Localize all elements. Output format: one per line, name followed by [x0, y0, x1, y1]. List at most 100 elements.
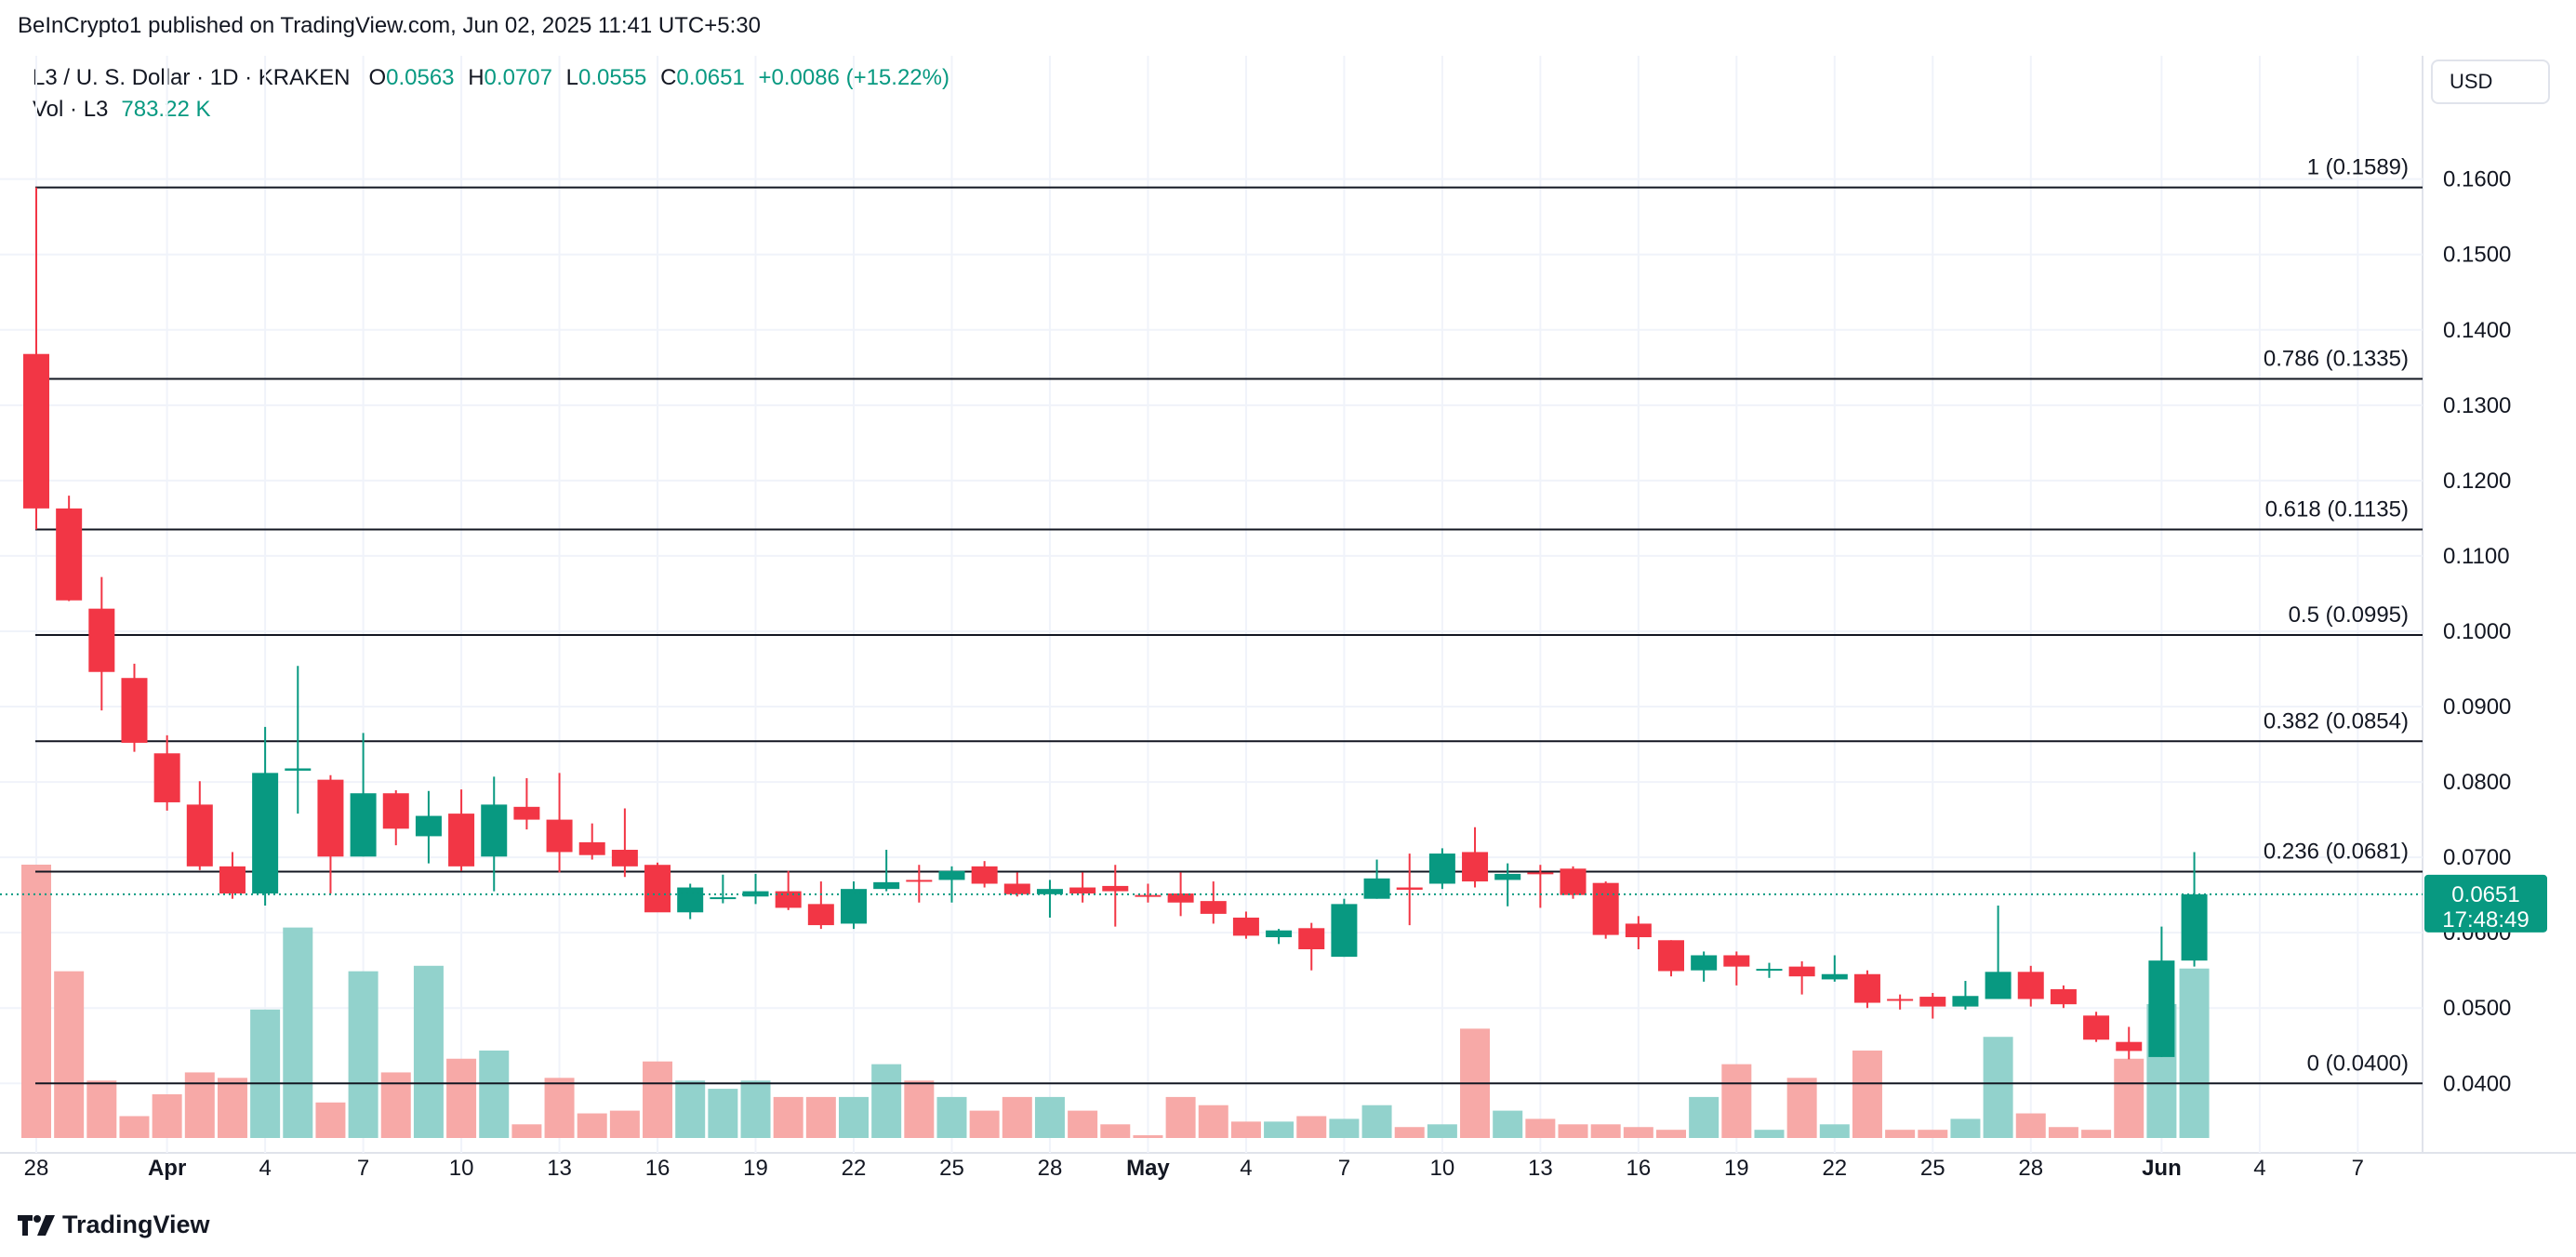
volume-bar: [936, 1096, 967, 1138]
candle-body: [1527, 872, 1554, 875]
x-tick-label: May: [1126, 1156, 1170, 1181]
open-label: O: [368, 65, 387, 90]
candle-body: [1266, 930, 1293, 938]
candle-body: [1396, 887, 1423, 890]
volume-bar: [1623, 1127, 1653, 1138]
candle-body: [1853, 973, 1880, 1003]
x-tick-label: 28: [1038, 1156, 1063, 1181]
volume-bar: [1950, 1118, 1981, 1138]
y-tick-label: 0.0400: [2443, 1071, 2511, 1096]
volume-bar: [119, 1116, 150, 1138]
volume-bar: [511, 1124, 542, 1138]
fib-label-0-786: 0.786 (0.1335): [2264, 346, 2409, 371]
volume-bar: [217, 1078, 247, 1138]
candle-body: [1560, 868, 1587, 895]
volume-bar: [544, 1078, 575, 1138]
volume-bar: [2015, 1113, 2046, 1138]
volume-bar: [380, 1072, 411, 1138]
x-tick-label: 13: [547, 1156, 572, 1181]
x-tick-label: 19: [1724, 1156, 1749, 1181]
y-tick-label: 0.1300: [2443, 393, 2511, 418]
x-tick-label: 28: [2018, 1156, 2043, 1181]
low-label: L: [565, 65, 578, 90]
x-tick-label: 4: [2253, 1156, 2265, 1181]
volume-bar: [86, 1080, 117, 1138]
candle-body: [1428, 853, 1455, 884]
volume-bar: [708, 1089, 738, 1138]
y-tick-label: 0.1500: [2443, 243, 2511, 268]
candle-body: [1069, 887, 1096, 894]
candle-body: [1592, 882, 1619, 935]
candle-body: [252, 773, 279, 894]
x-tick-label: 7: [1338, 1156, 1350, 1181]
candle-body: [186, 804, 213, 867]
candle-body: [611, 850, 638, 867]
candle-body: [1723, 955, 1750, 967]
volume-bar: [1754, 1130, 1785, 1138]
last-price-value: 0.0651: [2451, 882, 2519, 907]
close-label: C: [660, 65, 677, 90]
volume-bar: [1002, 1096, 1032, 1138]
volume-bar: [21, 865, 51, 1138]
candle-body: [807, 904, 834, 926]
volume-bar: [1100, 1124, 1131, 1138]
candle-body: [2116, 1041, 2143, 1052]
volume-bar: [1689, 1096, 1720, 1138]
candle-body: [1298, 928, 1325, 949]
candle-body: [1462, 852, 1489, 882]
high-label: H: [468, 65, 485, 90]
candle-body: [1985, 972, 2012, 999]
candle-body: [219, 866, 246, 894]
x-tick-label: Apr: [148, 1156, 186, 1181]
x-tick-label: 7: [357, 1156, 369, 1181]
x-tick-label: 22: [842, 1156, 867, 1181]
y-tick-label: 0.0700: [2443, 845, 2511, 870]
volume-bar: [969, 1110, 1000, 1138]
volume-bar: [1264, 1121, 1295, 1138]
x-tick-label: 16: [1626, 1156, 1651, 1181]
x-tick-label: 16: [645, 1156, 671, 1181]
candle-body: [1102, 885, 1129, 892]
x-tick-label: 13: [1528, 1156, 1553, 1181]
fib-label-0-382: 0.382 (0.0854): [2264, 708, 2409, 734]
candle-body: [317, 779, 344, 857]
volume-bar: [904, 1080, 935, 1138]
volume-bar: [1230, 1121, 1261, 1138]
volume-bar: [675, 1080, 706, 1138]
candle-body: [448, 814, 475, 867]
candle-body: [1919, 997, 1946, 1007]
volume-bar: [1885, 1130, 1916, 1138]
fib-label-0-236: 0.236 (0.0681): [2264, 840, 2409, 865]
candle-body: [285, 768, 312, 771]
volume-bar: [2048, 1127, 2078, 1138]
volume-bar: [1819, 1124, 1850, 1138]
x-tick-label: 25: [1920, 1156, 1945, 1181]
fib-label-0-5: 0.5 (0.0995): [2289, 602, 2409, 628]
high-value: 0.0707: [484, 65, 552, 90]
volume-bar: [1296, 1116, 1327, 1138]
candle-body: [742, 891, 769, 897]
volume-bar: [839, 1096, 869, 1138]
candle-body: [88, 608, 115, 672]
volume-bar: [1493, 1110, 1523, 1138]
candle-body: [1887, 999, 1914, 1001]
candle-body: [578, 841, 605, 855]
x-tick-label: 10: [1430, 1156, 1455, 1181]
candle-body: [350, 793, 377, 857]
x-tick-label: 19: [743, 1156, 768, 1181]
candle-body: [481, 804, 508, 857]
volume-bar: [152, 1093, 182, 1138]
candle-body: [2050, 988, 2077, 1005]
candle-body: [644, 865, 671, 913]
tradingview-logo[interactable]: TradingView: [18, 1211, 210, 1239]
candle-body: [1625, 923, 1652, 938]
volume-bar: [740, 1080, 771, 1138]
volume-bar: [1918, 1130, 1948, 1138]
volume-value: 783.22 K: [121, 97, 211, 122]
x-tick-label: 25: [939, 1156, 964, 1181]
volume-bar: [1034, 1096, 1065, 1138]
currency-button[interactable]: USD: [2431, 60, 2550, 104]
close-value: 0.0651: [676, 65, 745, 90]
candle-body: [873, 881, 900, 890]
